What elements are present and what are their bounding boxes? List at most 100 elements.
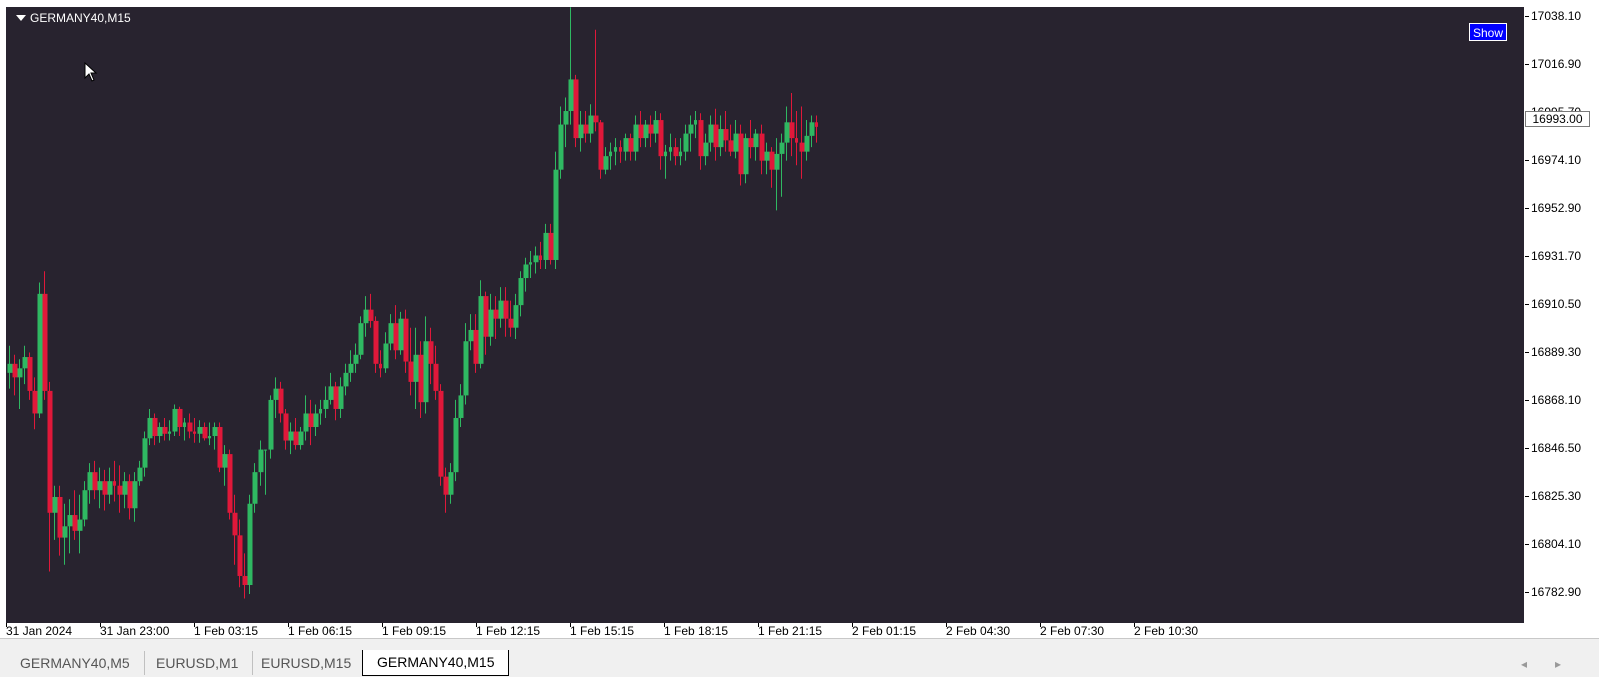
candle-body (518, 278, 524, 306)
arrow-cursor-icon (84, 62, 98, 82)
bull-candle (809, 115, 815, 148)
candle-body (72, 515, 78, 531)
bull-candle (137, 460, 143, 486)
candle-body (688, 124, 694, 134)
candle-body (588, 115, 594, 134)
candle-body (92, 472, 98, 491)
candle-body (258, 449, 264, 473)
bear-candle (47, 381, 53, 572)
candle-body (748, 138, 754, 148)
tab-eurusd-m1[interactable]: EURUSD,M1 (142, 651, 254, 675)
bull-candle (252, 463, 258, 513)
candle-body (353, 354, 359, 364)
bear-candle (628, 133, 634, 161)
candle-body (784, 122, 790, 143)
bear-candle (433, 345, 439, 400)
candle-body (97, 481, 103, 491)
bull-candle (383, 332, 389, 373)
candle-body (458, 395, 464, 418)
bull-candle (609, 142, 612, 170)
candle-body (598, 122, 604, 170)
candle-body (563, 111, 569, 125)
price-axis-tick (1525, 208, 1529, 209)
bull-candle (423, 316, 429, 414)
candle-body (117, 485, 123, 495)
candle-body (388, 323, 394, 344)
time-axis-label: 1 Feb 18:15 (664, 624, 729, 638)
bull-candle (97, 467, 103, 509)
chevron-right-icon[interactable]: ▸ (1554, 657, 1589, 671)
bull-candle (468, 314, 474, 351)
bear-candle (293, 417, 299, 450)
candle-body (137, 467, 143, 482)
candle-body (583, 124, 589, 134)
candle-body (82, 490, 88, 520)
candle-body (358, 323, 364, 355)
bear-candle (658, 113, 664, 170)
candle-body (453, 417, 459, 473)
bull-candle (132, 472, 138, 522)
candle-body (468, 329, 474, 342)
candle-body (197, 427, 203, 434)
candle-body (543, 232, 549, 260)
bear-candle (539, 241, 542, 270)
candle-body (669, 147, 672, 152)
chart-title[interactable]: GERMANY40,M15 (16, 11, 131, 25)
candle-body (573, 79, 579, 139)
bull-candle (77, 494, 83, 554)
candle-body (127, 481, 133, 509)
candle-body (795, 138, 798, 143)
candle-body (22, 357, 28, 369)
candle-body (37, 293, 43, 414)
bear-candle (508, 300, 514, 337)
candle-body (428, 341, 434, 364)
candle-body (738, 133, 744, 175)
bull-candle (478, 280, 484, 369)
bull-candle (323, 386, 329, 418)
candle-body (147, 417, 153, 439)
bull-candle (804, 120, 810, 161)
bull-candle (172, 404, 178, 437)
time-axis-label: 31 Jan 23:00 (100, 624, 170, 638)
bear-candle (177, 406, 183, 437)
bull-candle (669, 133, 672, 161)
price-chart-area[interactable]: GERMANY40,M15 Show (6, 7, 1524, 623)
price-axis-tick (1525, 352, 1529, 353)
bull-candle (62, 503, 68, 565)
show-button[interactable]: Show (1469, 23, 1507, 41)
candle-body (283, 413, 289, 441)
tab-germany40-m5[interactable]: GERMANY40,M5 (6, 651, 145, 675)
triangle-down-icon[interactable] (16, 15, 26, 21)
time-axis-tick (382, 623, 383, 627)
bear-candle (27, 352, 33, 400)
bull-candle (558, 106, 564, 179)
candle-body (383, 343, 389, 369)
candle-body (252, 472, 258, 504)
candle-body (529, 262, 532, 265)
candle-body (638, 124, 644, 139)
bear-candle (333, 381, 339, 421)
candle-body (222, 454, 228, 468)
time-axis-label: 1 Feb 03:15 (194, 624, 259, 638)
bull-candle (157, 422, 163, 443)
bear-candle (368, 293, 374, 328)
chevron-left-icon[interactable]: ◂ (1520, 657, 1555, 671)
bull-candle (353, 343, 359, 373)
candle-body (67, 515, 73, 527)
candle-body (212, 427, 218, 437)
time-axis-label: 2 Feb 07:30 (1040, 624, 1105, 638)
bear-candle (473, 314, 479, 373)
bull-candle (448, 463, 454, 504)
candle-body (268, 399, 274, 450)
bull-candle (413, 327, 419, 409)
bear-candle (493, 296, 499, 339)
bull-candle (208, 422, 211, 446)
bull-candle (568, 7, 574, 125)
chart-window[interactable]: GERMANY40,M15 Show 17038.1017016.9016995… (0, 0, 1599, 638)
candle-body (609, 151, 612, 157)
tab-germany40-m15[interactable]: GERMANY40,M15 (362, 650, 510, 676)
candle-body (183, 422, 186, 428)
candle-body (323, 399, 329, 409)
tab-eurusd-m15[interactable]: EURUSD,M15 (247, 651, 367, 675)
candle-body (728, 140, 734, 152)
